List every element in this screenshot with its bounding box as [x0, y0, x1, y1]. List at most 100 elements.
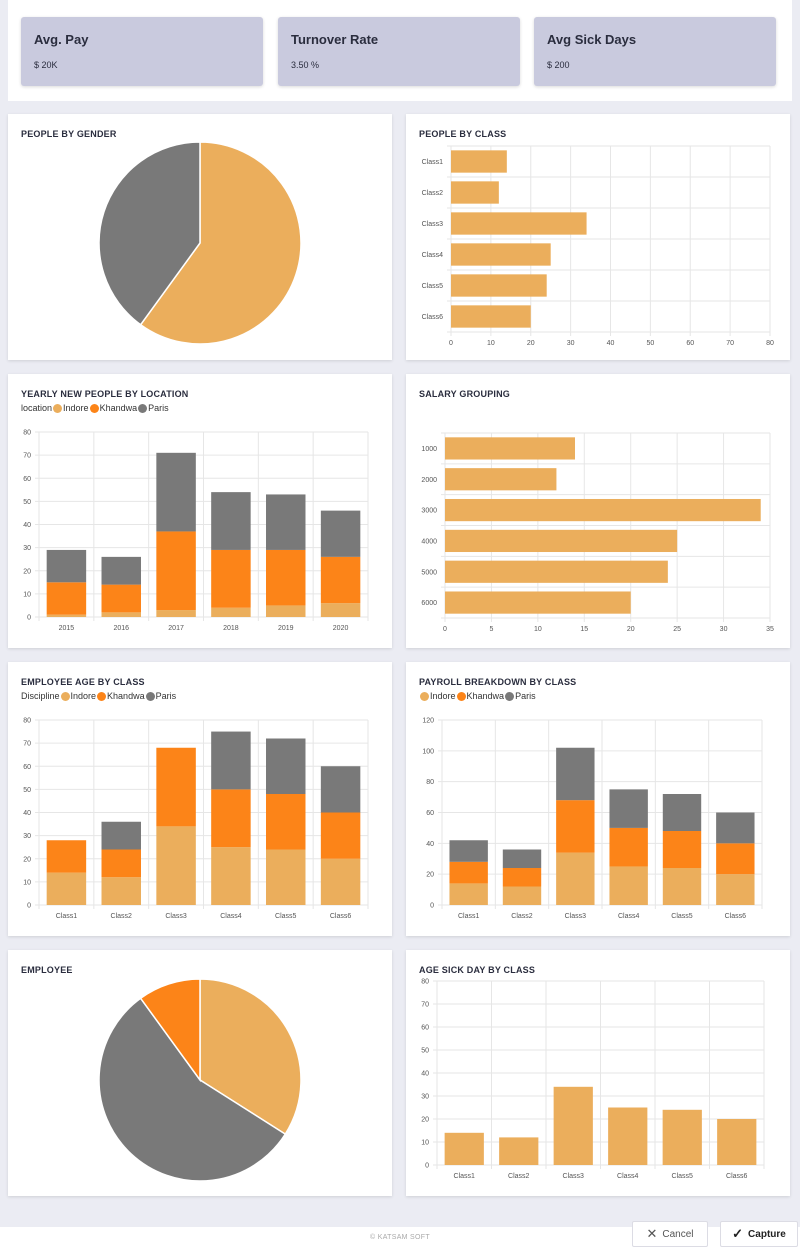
- card-title: EMPLOYEE AGE BY CLASS: [21, 677, 145, 687]
- bar-segment: [449, 883, 488, 905]
- x-tick-label: Class3: [563, 1173, 585, 1180]
- kpi-value: 3.50 %: [291, 60, 320, 70]
- bar-segment: [662, 868, 702, 905]
- legend-item[interactable]: Khandwa: [99, 403, 138, 413]
- x-tick-label: 2018: [223, 625, 239, 632]
- y-tick-label: 60: [426, 810, 434, 817]
- y-tick-label: 50: [23, 499, 31, 506]
- x-tick-label: 60: [686, 340, 694, 347]
- x-tick-label: 0: [449, 340, 453, 347]
- y-tick-label: 20: [23, 568, 31, 575]
- close-icon: ✕: [646, 1226, 658, 1241]
- bar-segment: [101, 821, 141, 850]
- people-by-gender-chart: [98, 141, 302, 345]
- x-tick-label: 35: [766, 626, 774, 633]
- card-title: AGE SICK DAY BY CLASS: [419, 965, 536, 975]
- bar-segment: [266, 605, 306, 617]
- legend-item[interactable]: Paris: [515, 691, 536, 701]
- bar: [451, 274, 547, 297]
- legend-swatch: [138, 403, 148, 413]
- legend-item[interactable]: Indore: [63, 403, 89, 413]
- y-tick-label: 20: [426, 872, 434, 879]
- y-tick-label: 50: [421, 1048, 429, 1055]
- y-tick-label: 20: [23, 856, 31, 863]
- bar-segment: [46, 614, 87, 617]
- x-tick-label: 25: [673, 626, 681, 633]
- y-tick-label: 60: [23, 476, 31, 483]
- pie-slice: [139, 141, 302, 345]
- legend-item[interactable]: Paris: [148, 403, 169, 413]
- yearly-new-people-chart: 0 10 20 30 40 50 60 70 80 2015 2016 2017 2018 2019 202…: [23, 430, 369, 632]
- bar-segment: [716, 874, 755, 905]
- bar-segment: [101, 849, 141, 878]
- employee-age-chart: 0 10 20 30 40 50 60 70 80 Class1 Class2 Class3 Class…: [23, 718, 369, 920]
- y-tick-label: 80: [421, 979, 429, 986]
- kpi-title: Turnover Rate: [291, 32, 379, 47]
- bar-segment: [156, 747, 196, 827]
- payroll-chart: 0 20 40 60 80 100 120 Class1 Class2 Class3 Class4 C…: [422, 718, 763, 920]
- legend-item[interactable]: Indore: [430, 691, 456, 701]
- y-tick-label: Class3: [422, 221, 444, 228]
- kpi-title: Avg. Pay: [34, 32, 89, 47]
- capture-button[interactable]: ✓ Capture: [720, 1221, 798, 1247]
- people-by-class-chart: 0 10 20 30 40 50 60 70 80 Class1 Class2 Class3 Class…: [422, 145, 774, 347]
- bar-segment: [46, 840, 87, 873]
- bar: [717, 1119, 757, 1165]
- y-tick-label: 0: [430, 903, 434, 910]
- chart-legend: Indore Khandwa Paris: [419, 691, 536, 701]
- kpi-card-avg-sick-days: Avg Sick Days $ 200: [534, 17, 776, 86]
- bar-segment: [320, 766, 361, 813]
- x-tick-label: Class3: [165, 913, 187, 920]
- check-icon: ✓: [732, 1226, 744, 1241]
- employee-age-card: EMPLOYEE AGE BY CLASS Discipline Indore …: [8, 662, 392, 936]
- card-title: YEARLY NEW PEOPLE BY LOCATION: [21, 389, 189, 399]
- y-tick-label: 60: [421, 1025, 429, 1032]
- y-tick-label: 70: [23, 741, 31, 748]
- y-tick-label: 1000: [421, 446, 437, 453]
- y-tick-label: 0: [27, 615, 31, 622]
- x-tick-label: 50: [646, 340, 654, 347]
- capture-label: Capture: [748, 1228, 786, 1240]
- bar-segment: [101, 584, 141, 613]
- y-tick-label: 10: [421, 1140, 429, 1147]
- legend-item[interactable]: Paris: [155, 691, 177, 701]
- legend-label: Discipline: [21, 691, 60, 701]
- bar-segment: [716, 843, 755, 875]
- card-title: EMPLOYEE: [21, 965, 73, 975]
- bar-segment: [211, 492, 251, 550]
- bar-segment: [101, 612, 141, 617]
- cancel-button[interactable]: ✕ Cancel: [632, 1221, 708, 1247]
- x-tick-label: Class6: [330, 913, 352, 920]
- bar-segment: [46, 582, 87, 615]
- x-tick-label: 30: [720, 626, 728, 633]
- bar: [451, 150, 507, 173]
- x-tick-label: Class1: [56, 913, 78, 920]
- kpi-card-turnover-rate: Turnover Rate 3.50 %: [278, 17, 520, 86]
- legend-swatch: [456, 691, 466, 701]
- bar-segment: [156, 826, 196, 905]
- bar-segment: [449, 861, 488, 884]
- bar-segment: [211, 731, 251, 790]
- bar: [445, 437, 575, 460]
- x-tick-label: 80: [766, 340, 774, 347]
- card-title: SALARY GROUPING: [419, 389, 511, 399]
- bar: [445, 468, 557, 491]
- bar: [444, 1132, 484, 1165]
- bar-segment: [449, 840, 488, 862]
- bar-segment: [156, 452, 196, 532]
- legend-item[interactable]: Indore: [70, 691, 97, 701]
- bar-segment: [662, 794, 702, 831]
- x-tick-label: 0: [443, 626, 447, 633]
- bar-segment: [502, 886, 542, 905]
- y-tick-label: 40: [426, 841, 434, 848]
- legend-swatch: [60, 691, 70, 701]
- y-tick-label: 30: [421, 1094, 429, 1101]
- legend-item[interactable]: Khandwa: [107, 691, 145, 701]
- bar: [445, 498, 761, 522]
- bar-segment: [320, 556, 361, 604]
- x-tick-label: 2016: [113, 625, 129, 632]
- y-tick-label: Class1: [422, 159, 444, 166]
- legend-item[interactable]: Khandwa: [466, 691, 505, 701]
- legend-swatch: [145, 691, 155, 701]
- bar-segment: [266, 549, 306, 606]
